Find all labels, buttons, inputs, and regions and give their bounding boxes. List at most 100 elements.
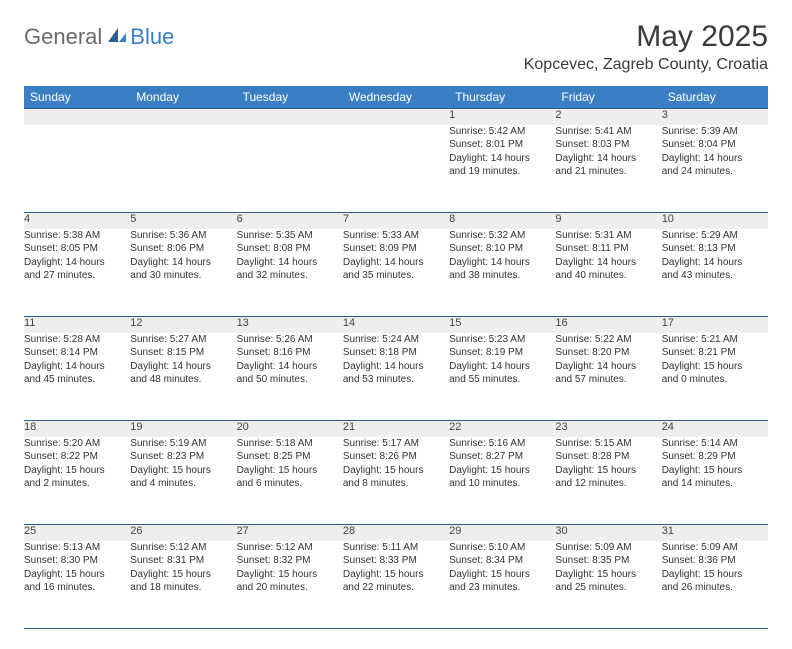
day-detail-line: Daylight: 15 hours xyxy=(237,568,343,582)
day-detail-line: and 22 minutes. xyxy=(343,581,449,595)
day-number: 25 xyxy=(24,525,130,541)
day-cell: Sunrise: 5:22 AMSunset: 8:20 PMDaylight:… xyxy=(555,333,661,421)
day-number: 8 xyxy=(449,213,555,229)
day-detail-line: and 19 minutes. xyxy=(449,165,555,179)
day-detail-line: Sunset: 8:03 PM xyxy=(555,138,661,152)
day-detail-line: Sunrise: 5:14 AM xyxy=(662,437,768,451)
day-detail-line: Sunset: 8:15 PM xyxy=(130,346,236,360)
day-detail-line: Daylight: 15 hours xyxy=(343,464,449,478)
day-detail-line: and 25 minutes. xyxy=(555,581,661,595)
day-number: 10 xyxy=(662,213,768,229)
day-detail-line: Sunset: 8:16 PM xyxy=(237,346,343,360)
day-detail-line: and 53 minutes. xyxy=(343,373,449,387)
day-detail-line: Sunrise: 5:20 AM xyxy=(24,437,130,451)
logo-text-blue: Blue xyxy=(130,24,174,50)
week-content-row: Sunrise: 5:28 AMSunset: 8:14 PMDaylight:… xyxy=(24,333,768,421)
day-number: 9 xyxy=(555,213,661,229)
calendar-body: 123Sunrise: 5:42 AMSunset: 8:01 PMDaylig… xyxy=(24,109,768,629)
day-detail-line: and 0 minutes. xyxy=(662,373,768,387)
day-detail-line: and 24 minutes. xyxy=(662,165,768,179)
day-detail-line: and 4 minutes. xyxy=(130,477,236,491)
day-detail-line: Sunset: 8:23 PM xyxy=(130,450,236,464)
day-detail-line: Sunset: 8:26 PM xyxy=(343,450,449,464)
day-detail-line: Daylight: 15 hours xyxy=(237,464,343,478)
day-number: 22 xyxy=(449,421,555,437)
day-header: Saturday xyxy=(662,86,768,109)
day-cell: Sunrise: 5:10 AMSunset: 8:34 PMDaylight:… xyxy=(449,541,555,629)
day-detail-line: and 55 minutes. xyxy=(449,373,555,387)
day-detail-line: and 38 minutes. xyxy=(449,269,555,283)
day-detail-line: Sunrise: 5:13 AM xyxy=(24,541,130,555)
day-detail-line: Sunrise: 5:11 AM xyxy=(343,541,449,555)
day-cell: Sunrise: 5:09 AMSunset: 8:35 PMDaylight:… xyxy=(555,541,661,629)
day-cell: Sunrise: 5:38 AMSunset: 8:05 PMDaylight:… xyxy=(24,229,130,317)
day-detail-line: Sunrise: 5:41 AM xyxy=(555,125,661,139)
day-detail-line: Sunset: 8:09 PM xyxy=(343,242,449,256)
day-number: 29 xyxy=(449,525,555,541)
day-cell xyxy=(343,125,449,213)
day-number xyxy=(130,109,236,125)
day-detail-line: and 35 minutes. xyxy=(343,269,449,283)
day-cell: Sunrise: 5:32 AMSunset: 8:10 PMDaylight:… xyxy=(449,229,555,317)
calendar-page: General Blue May 2025 Kopcevec, Zagreb C… xyxy=(0,0,792,649)
day-detail-line: Sunset: 8:01 PM xyxy=(449,138,555,152)
day-detail-line: Sunrise: 5:38 AM xyxy=(24,229,130,243)
day-detail-line: and 26 minutes. xyxy=(662,581,768,595)
day-cell xyxy=(130,125,236,213)
day-cell xyxy=(24,125,130,213)
day-cell: Sunrise: 5:28 AMSunset: 8:14 PMDaylight:… xyxy=(24,333,130,421)
day-detail-line: Sunrise: 5:21 AM xyxy=(662,333,768,347)
day-cell: Sunrise: 5:39 AMSunset: 8:04 PMDaylight:… xyxy=(662,125,768,213)
day-detail-line: Daylight: 14 hours xyxy=(343,360,449,374)
day-detail-line: and 32 minutes. xyxy=(237,269,343,283)
day-number: 15 xyxy=(449,317,555,333)
day-detail-line: Daylight: 14 hours xyxy=(237,256,343,270)
week-daynum-row: 123 xyxy=(24,109,768,125)
day-detail-line: Sunrise: 5:42 AM xyxy=(449,125,555,139)
day-detail-line: Sunset: 8:10 PM xyxy=(449,242,555,256)
day-detail-line: Sunrise: 5:22 AM xyxy=(555,333,661,347)
day-detail-line: Sunrise: 5:28 AM xyxy=(24,333,130,347)
day-detail-line: Sunrise: 5:09 AM xyxy=(555,541,661,555)
day-detail-line: Sunset: 8:13 PM xyxy=(662,242,768,256)
day-detail-line: Sunset: 8:28 PM xyxy=(555,450,661,464)
day-detail-line: and 23 minutes. xyxy=(449,581,555,595)
day-detail-line: and 21 minutes. xyxy=(555,165,661,179)
day-detail-line: Daylight: 15 hours xyxy=(343,568,449,582)
day-detail-line: Daylight: 14 hours xyxy=(130,256,236,270)
day-cell: Sunrise: 5:29 AMSunset: 8:13 PMDaylight:… xyxy=(662,229,768,317)
day-detail-line: Daylight: 14 hours xyxy=(555,360,661,374)
day-header: Tuesday xyxy=(237,86,343,109)
day-cell: Sunrise: 5:18 AMSunset: 8:25 PMDaylight:… xyxy=(237,437,343,525)
day-cell: Sunrise: 5:41 AMSunset: 8:03 PMDaylight:… xyxy=(555,125,661,213)
day-detail-line: and 8 minutes. xyxy=(343,477,449,491)
day-detail-line: Sunrise: 5:16 AM xyxy=(449,437,555,451)
day-number xyxy=(343,109,449,125)
day-detail-line: Sunset: 8:05 PM xyxy=(24,242,130,256)
day-cell: Sunrise: 5:21 AMSunset: 8:21 PMDaylight:… xyxy=(662,333,768,421)
day-detail-line: Sunrise: 5:17 AM xyxy=(343,437,449,451)
day-detail-line: Daylight: 14 hours xyxy=(24,256,130,270)
day-detail-line: Sunset: 8:36 PM xyxy=(662,554,768,568)
day-number: 19 xyxy=(130,421,236,437)
day-detail-line: and 50 minutes. xyxy=(237,373,343,387)
day-header: Friday xyxy=(555,86,661,109)
day-detail-line: Daylight: 14 hours xyxy=(237,360,343,374)
day-detail-line: Sunset: 8:20 PM xyxy=(555,346,661,360)
day-detail-line: and 6 minutes. xyxy=(237,477,343,491)
day-detail-line: Daylight: 14 hours xyxy=(449,256,555,270)
day-number: 27 xyxy=(237,525,343,541)
day-detail-line: Daylight: 14 hours xyxy=(449,152,555,166)
day-number: 5 xyxy=(130,213,236,229)
day-detail-line: Sunrise: 5:27 AM xyxy=(130,333,236,347)
day-detail-line: and 43 minutes. xyxy=(662,269,768,283)
day-detail-line: Sunset: 8:33 PM xyxy=(343,554,449,568)
day-detail-line: Sunrise: 5:10 AM xyxy=(449,541,555,555)
day-detail-line: Sunset: 8:18 PM xyxy=(343,346,449,360)
location-subtitle: Kopcevec, Zagreb County, Croatia xyxy=(524,56,768,74)
day-detail-line: and 16 minutes. xyxy=(24,581,130,595)
day-cell: Sunrise: 5:36 AMSunset: 8:06 PMDaylight:… xyxy=(130,229,236,317)
week-content-row: Sunrise: 5:38 AMSunset: 8:05 PMDaylight:… xyxy=(24,229,768,317)
day-detail-line: Sunrise: 5:18 AM xyxy=(237,437,343,451)
day-number xyxy=(237,109,343,125)
